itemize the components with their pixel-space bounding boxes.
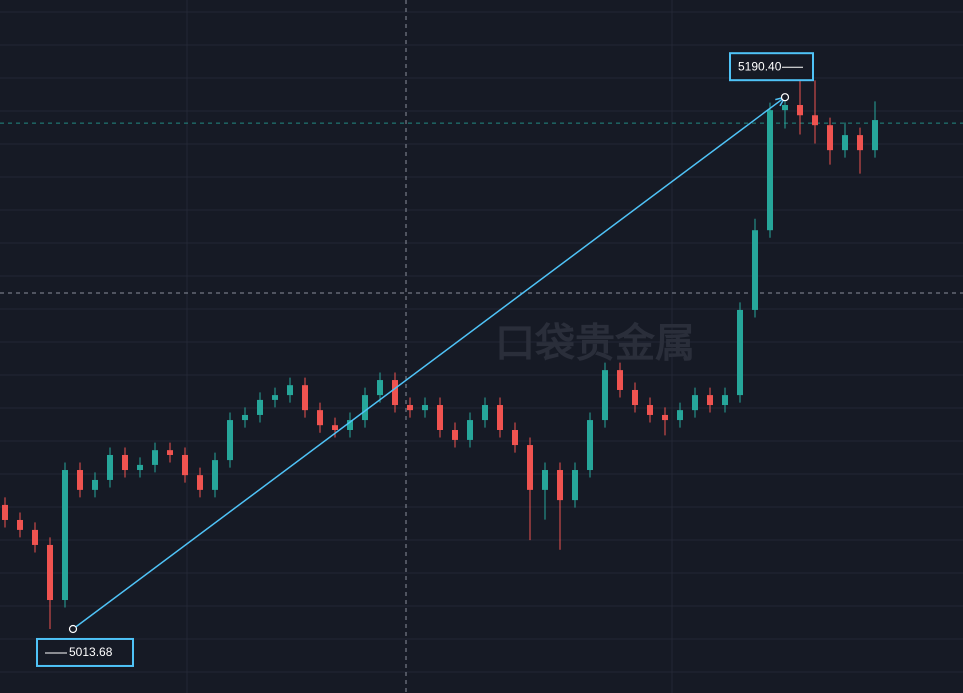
candle-body — [512, 430, 518, 446]
candle-body — [407, 405, 413, 411]
candle-body — [872, 120, 878, 151]
candle-body — [587, 420, 593, 471]
candle-body — [692, 395, 698, 411]
candle-body — [137, 464, 143, 471]
candle-body — [287, 385, 293, 396]
candle-body — [377, 380, 383, 396]
candle-body — [2, 504, 8, 520]
measure-end — [780, 93, 790, 102]
candle-body — [392, 380, 398, 406]
candle-body — [677, 410, 683, 421]
candle-body — [647, 405, 653, 415]
candle-body — [767, 110, 773, 231]
candle-body — [797, 105, 803, 116]
candle-body — [527, 445, 533, 490]
candle-body — [317, 410, 323, 426]
candle-body — [707, 395, 713, 406]
low-label: 5013.68 — [69, 645, 113, 659]
label-box — [729, 52, 814, 82]
candle-body — [17, 519, 23, 530]
measure-line — [72, 96, 786, 630]
candle-body — [32, 529, 38, 545]
high-label: 5190.40 — [738, 59, 782, 73]
candle-body — [257, 399, 263, 415]
candle-body — [77, 470, 83, 490]
candle-body — [212, 460, 218, 490]
candle-body — [362, 395, 368, 421]
candle-body — [602, 370, 608, 421]
candle-body — [422, 405, 428, 411]
candle-body — [152, 450, 158, 465]
candle-body — [47, 544, 53, 601]
watermark: 口袋贵金属 — [495, 321, 695, 366]
candle-body — [737, 309, 743, 396]
candle-body — [572, 470, 578, 501]
candle-body — [182, 454, 188, 476]
candle-body — [467, 420, 473, 440]
candle-body — [662, 414, 668, 421]
candle-body — [452, 430, 458, 440]
candle-body — [227, 420, 233, 461]
candle-body — [842, 135, 848, 151]
candle-body — [302, 385, 308, 411]
candle-body — [632, 389, 638, 406]
candle-body — [92, 479, 98, 490]
candle-body — [497, 405, 503, 431]
candle-body — [482, 405, 488, 421]
candle-body — [827, 125, 833, 151]
candle-body — [122, 454, 128, 471]
candle-body — [62, 470, 68, 601]
candle-body — [812, 115, 818, 126]
candle-body — [857, 135, 863, 151]
candle-body — [197, 475, 203, 490]
candle-body — [272, 395, 278, 400]
candles — [0, 71, 963, 629]
measure-start — [68, 624, 78, 634]
candle-body — [542, 470, 548, 490]
candle-body — [167, 450, 173, 455]
candle-body — [752, 230, 758, 310]
candle-body — [347, 420, 353, 431]
candle-body — [557, 470, 563, 501]
measure-tool: 5013.68 5190.40 — [36, 52, 814, 667]
candle-body — [437, 405, 443, 431]
candle-body — [107, 454, 113, 480]
candle-body — [782, 105, 788, 111]
candle-body — [617, 370, 623, 390]
candle-body — [332, 425, 338, 431]
candle-body — [722, 395, 728, 406]
candle-body — [242, 414, 248, 421]
